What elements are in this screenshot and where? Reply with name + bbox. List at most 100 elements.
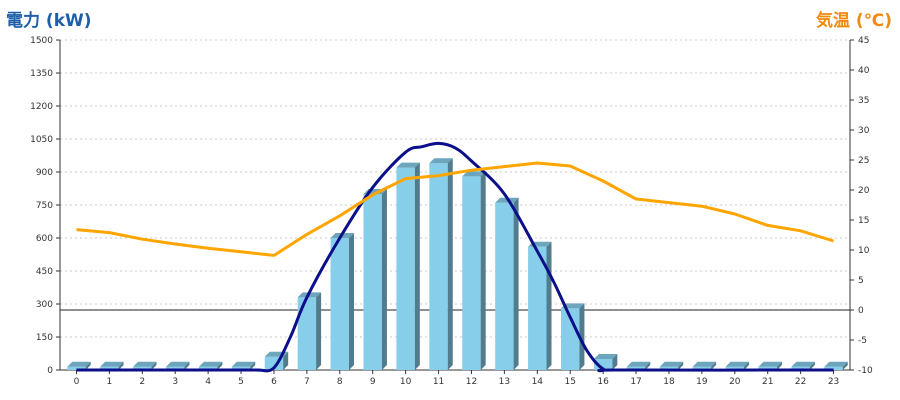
- bar-side: [414, 162, 420, 370]
- bar-top: [659, 361, 684, 367]
- x-tick-label: 7: [304, 377, 310, 387]
- bar-front: [495, 202, 514, 370]
- bar-front: [758, 366, 777, 370]
- bar: [495, 197, 519, 370]
- x-tick-label: 13: [499, 377, 510, 387]
- line-series: [76, 141, 834, 373]
- x-tick-label: 20: [729, 377, 741, 387]
- bar-side: [678, 361, 684, 370]
- bar-series: [67, 158, 848, 370]
- left-tick-label: 150: [36, 333, 53, 343]
- bar-side: [546, 241, 552, 370]
- bar-front: [462, 176, 481, 370]
- grid: [60, 39, 850, 338]
- right-tick-label: 0: [858, 306, 864, 316]
- left-tick-label: 1500: [30, 36, 53, 46]
- bar-front: [100, 366, 119, 370]
- bar: [264, 351, 289, 370]
- bar-front: [198, 366, 218, 370]
- bar: [725, 361, 750, 370]
- left-axis-title: 電力 (kW): [6, 11, 92, 31]
- x-tick-label: 14: [532, 377, 544, 387]
- bar-top: [100, 361, 124, 367]
- x-tick-label: 0: [74, 377, 80, 387]
- right-tick-label: 35: [858, 96, 869, 106]
- bar-front: [297, 297, 317, 370]
- bar: [133, 361, 157, 370]
- bar: [429, 158, 453, 370]
- left-tick-label: 900: [36, 168, 53, 178]
- bar-side: [776, 361, 782, 370]
- bar-side: [809, 361, 815, 370]
- x-tick-label: 4: [205, 377, 211, 387]
- bar-front: [396, 167, 415, 370]
- bar-front: [692, 366, 712, 370]
- bar-side: [579, 303, 585, 370]
- left-tick-label: 450: [36, 267, 53, 277]
- bar-side: [612, 354, 618, 370]
- bar-top: [165, 361, 190, 367]
- x-tick-label: 1: [107, 377, 113, 387]
- x-tick-label: 10: [400, 377, 412, 387]
- bar: [462, 171, 486, 370]
- bar: [659, 361, 684, 370]
- right-tick-label: 30: [858, 126, 870, 136]
- x-tick-label: 17: [630, 377, 641, 387]
- bar: [824, 361, 848, 370]
- bar-front: [659, 366, 679, 370]
- left-tick-label: 600: [36, 234, 53, 244]
- right-tick-label: 10: [858, 246, 870, 256]
- left-tick-label: 300: [36, 300, 53, 310]
- bar-side: [842, 361, 848, 370]
- bar-front: [429, 163, 448, 370]
- right-tick-label: 20: [858, 186, 870, 196]
- x-tick-label: 15: [564, 377, 575, 387]
- bar-front: [626, 366, 646, 370]
- bar-top: [462, 171, 486, 177]
- right-tick-label: -10: [858, 366, 873, 376]
- left-tick-label: 1200: [30, 102, 53, 112]
- bar-top: [429, 158, 453, 164]
- x-tick-label: 3: [172, 377, 178, 387]
- x-tick-label: 9: [370, 377, 376, 387]
- bar-top: [758, 361, 782, 367]
- x-tick-label: 11: [433, 377, 444, 387]
- bar: [330, 233, 355, 370]
- bar-front: [165, 366, 185, 370]
- bar: [758, 361, 782, 370]
- bar-front: [791, 366, 810, 370]
- power-curve-line: [76, 141, 834, 373]
- bar: [528, 241, 552, 370]
- right-tick-label: -5: [858, 336, 867, 346]
- bar-front: [231, 366, 251, 370]
- x-tick-label: 18: [663, 377, 675, 387]
- bar: [165, 361, 190, 370]
- bar: [100, 361, 124, 370]
- left-tick-label: 0: [47, 366, 53, 376]
- right-tick-label: 40: [858, 66, 870, 76]
- bar: [198, 361, 223, 370]
- bar-top: [593, 354, 618, 359]
- bar-side: [711, 361, 717, 370]
- right-tick-label: 45: [858, 36, 869, 46]
- x-tick-label: 2: [139, 377, 145, 387]
- bar-top: [824, 361, 848, 367]
- bar-front: [363, 194, 382, 370]
- x-tick-label: 5: [238, 377, 244, 387]
- bar-front: [528, 246, 547, 370]
- bar-front: [67, 366, 86, 370]
- bar-side: [381, 189, 387, 370]
- temperature-line: [76, 161, 834, 257]
- left-tick-label: 750: [36, 201, 53, 211]
- right-tick-label: 15: [858, 216, 869, 226]
- bar-top: [626, 361, 651, 367]
- bar-side: [480, 171, 486, 370]
- bar: [396, 162, 420, 370]
- bar: [297, 292, 322, 370]
- bar-side: [118, 361, 124, 370]
- x-tick-label: 8: [337, 377, 343, 387]
- left-tick-label: 1350: [30, 69, 53, 79]
- x-tick-label: 23: [828, 377, 839, 387]
- bar: [231, 361, 256, 370]
- x-tick-label: 19: [696, 377, 708, 387]
